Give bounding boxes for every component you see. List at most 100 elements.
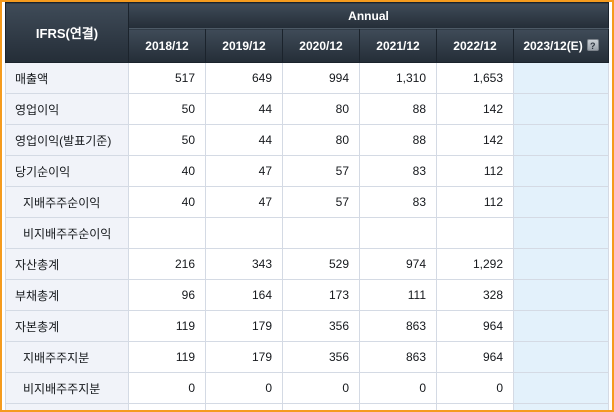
value-cell: 164 bbox=[205, 279, 283, 311]
row-label: 매출액 bbox=[5, 62, 129, 94]
table-row: 자본총계 119 179 356 863 964 bbox=[5, 310, 609, 342]
value-cell bbox=[359, 217, 437, 249]
column-header-2023-12-e: 2023/12(E)? bbox=[513, 28, 609, 63]
value-cell bbox=[436, 217, 514, 249]
value-cell: 57 bbox=[282, 155, 360, 187]
value-cell bbox=[513, 217, 609, 249]
value-cell: 80 bbox=[282, 124, 360, 156]
column-header-label: 2019/12 bbox=[222, 38, 266, 53]
annual-group-header: Annual bbox=[128, 2, 609, 29]
value-cell: 57 bbox=[282, 186, 360, 218]
value-cell bbox=[513, 186, 609, 218]
row-label: 지배주주지분 bbox=[5, 341, 129, 373]
value-cell: 119 bbox=[128, 341, 206, 373]
value-cell: 142 bbox=[436, 93, 514, 125]
value-cell bbox=[513, 341, 609, 373]
value-cell: 44 bbox=[205, 93, 283, 125]
value-cell bbox=[282, 217, 360, 249]
column-header-label: 2018/12 bbox=[145, 38, 189, 53]
table-row: 자본금544250302 bbox=[5, 403, 609, 410]
value-cell bbox=[513, 155, 609, 187]
row-label: 자산총계 bbox=[5, 248, 129, 280]
value-cell: 1,292 bbox=[436, 248, 514, 280]
row-label: 비지배주주순이익 bbox=[5, 217, 129, 249]
value-cell: 356 bbox=[282, 341, 360, 373]
value-cell: 111 bbox=[359, 279, 437, 311]
column-header-label: 2021/12 bbox=[376, 38, 420, 53]
value-cell: 356 bbox=[282, 310, 360, 342]
value-cell: 5 bbox=[128, 403, 206, 410]
value-cell: 47 bbox=[205, 155, 283, 187]
column-header-label: 2023/12(E) bbox=[523, 38, 583, 53]
value-cell bbox=[513, 372, 609, 404]
value-cell: 40 bbox=[128, 186, 206, 218]
value-cell: 80 bbox=[282, 93, 360, 125]
row-label: 영업이익 bbox=[5, 93, 129, 125]
value-cell: 173 bbox=[282, 279, 360, 311]
value-cell: 142 bbox=[436, 124, 514, 156]
row-label: 자본총계 bbox=[5, 310, 129, 342]
value-cell bbox=[128, 217, 206, 249]
value-cell: 343 bbox=[205, 248, 283, 280]
table-row: 자산총계 216 343 529 974 1,292 bbox=[5, 248, 609, 280]
table-row: 영업이익 50 44 80 88 142 bbox=[5, 93, 609, 125]
value-cell: 216 bbox=[128, 248, 206, 280]
value-cell: 863 bbox=[359, 310, 437, 342]
value-cell: 4 bbox=[205, 403, 283, 410]
value-cell: 863 bbox=[359, 341, 437, 373]
value-cell: 179 bbox=[205, 310, 283, 342]
value-cell: 96 bbox=[128, 279, 206, 311]
table-row: 영업이익(발표기준) 50 44 80 88 142 bbox=[5, 124, 609, 156]
value-cell: 44 bbox=[205, 124, 283, 156]
value-cell: 974 bbox=[359, 248, 437, 280]
value-cell: 0 bbox=[128, 372, 206, 404]
value-cell: 964 bbox=[436, 310, 514, 342]
row-label: 부채총계 bbox=[5, 279, 129, 311]
value-cell: 964 bbox=[436, 341, 514, 373]
value-cell: 1,653 bbox=[436, 62, 514, 94]
value-cell: 649 bbox=[205, 62, 283, 94]
value-cell bbox=[513, 403, 609, 410]
value-cell: 50 bbox=[128, 124, 206, 156]
value-cell bbox=[513, 93, 609, 125]
column-header-label: 2020/12 bbox=[299, 38, 343, 53]
value-cell bbox=[513, 124, 609, 156]
table-row: 매출액 517 649 994 1,310 1,653 bbox=[5, 62, 609, 94]
year-header-row: 2018/12 2019/12 2020/12 2021/12 2022/12 2023/… bbox=[6, 28, 609, 63]
value-cell: 0 bbox=[282, 372, 360, 404]
value-cell: 0 bbox=[359, 372, 437, 404]
value-cell: 302 bbox=[436, 403, 514, 410]
value-cell: 1,310 bbox=[359, 62, 437, 94]
value-cell bbox=[513, 279, 609, 311]
row-label: 비지배주주지분 bbox=[5, 372, 129, 404]
value-cell: 88 bbox=[359, 124, 437, 156]
value-cell: 328 bbox=[436, 279, 514, 311]
value-cell bbox=[513, 310, 609, 342]
column-header-2022-12: 2022/12 bbox=[436, 28, 514, 63]
value-cell: 529 bbox=[282, 248, 360, 280]
value-cell: 83 bbox=[359, 186, 437, 218]
column-header-2021-12: 2021/12 bbox=[359, 28, 437, 63]
table-row: 당기순이익 40 47 57 83 112 bbox=[5, 155, 609, 187]
table-row: 지배주주순이익 40 47 57 83 112 bbox=[5, 186, 609, 218]
value-cell: 50 bbox=[128, 93, 206, 125]
value-cell: 517 bbox=[128, 62, 206, 94]
value-cell: 119 bbox=[128, 310, 206, 342]
value-cell: 47 bbox=[205, 186, 283, 218]
column-header-label: 2022/12 bbox=[453, 38, 497, 53]
table-row: 부채총계 96 164 173 111 328 bbox=[5, 279, 609, 311]
value-cell: 0 bbox=[436, 372, 514, 404]
value-cell: 88 bbox=[359, 93, 437, 125]
group-header-row: IFRS(연결) Annual bbox=[5, 2, 609, 63]
value-cell: 50 bbox=[359, 403, 437, 410]
row-label: 영업이익(발표기준) bbox=[5, 124, 129, 156]
table-row: 비지배주주순이익 bbox=[5, 217, 609, 249]
row-label: 자본금 bbox=[5, 403, 129, 410]
value-cell: 40 bbox=[128, 155, 206, 187]
value-cell: 179 bbox=[205, 341, 283, 373]
estimate-help-icon[interactable]: ? bbox=[586, 38, 599, 51]
row-label: 당기순이익 bbox=[5, 155, 129, 187]
table-row: 비지배주주지분 0 0 0 0 0 bbox=[5, 372, 609, 404]
value-cell: 112 bbox=[436, 186, 514, 218]
